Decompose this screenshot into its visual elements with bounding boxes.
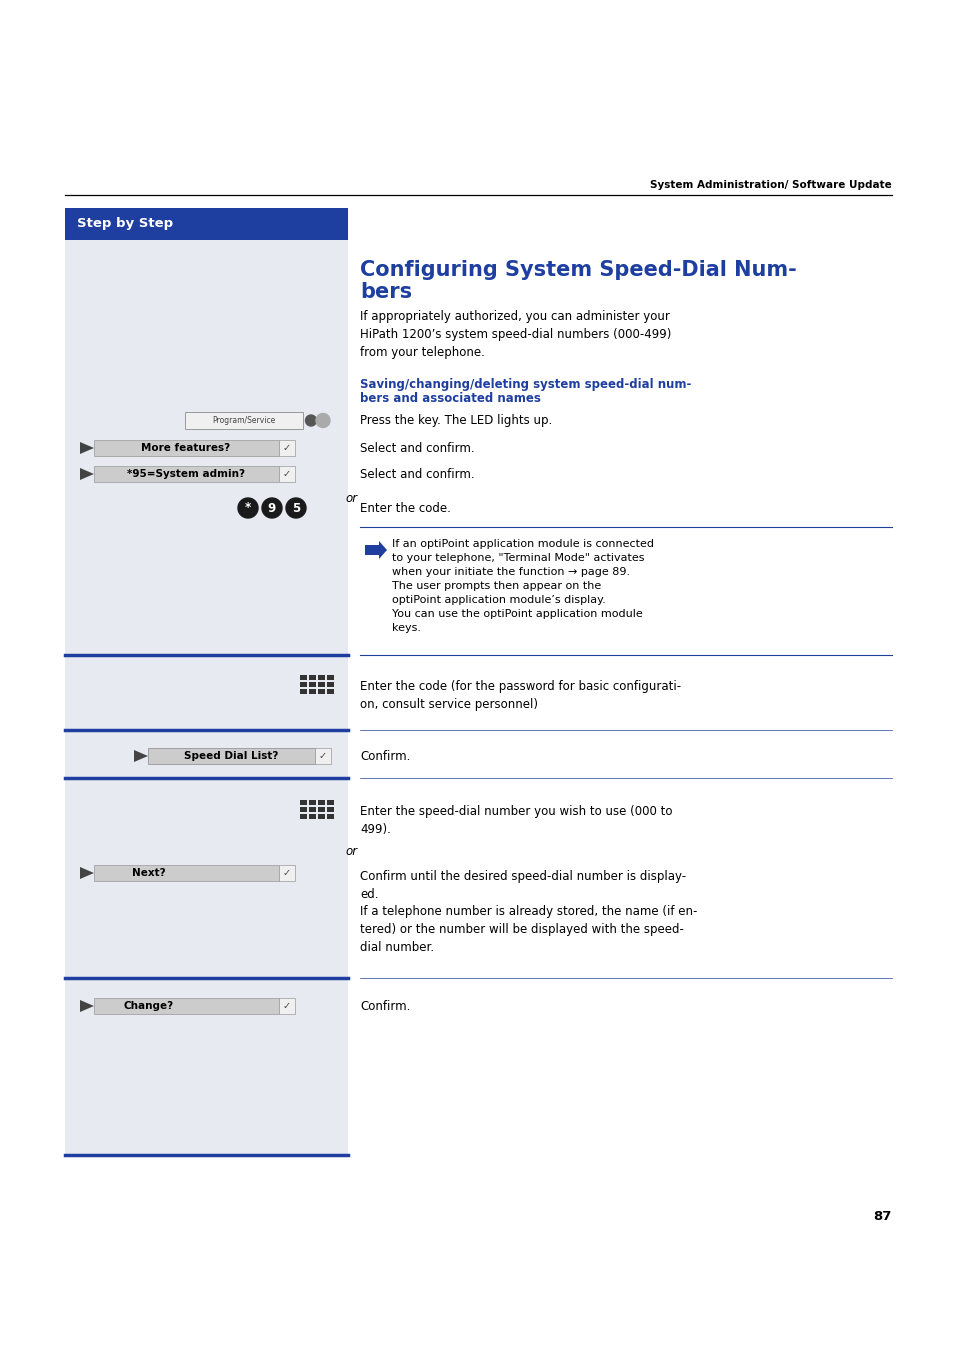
Text: Change?: Change? <box>124 1000 173 1011</box>
FancyBboxPatch shape <box>309 675 315 680</box>
FancyBboxPatch shape <box>94 466 278 482</box>
FancyBboxPatch shape <box>309 801 315 805</box>
FancyBboxPatch shape <box>327 682 334 687</box>
Text: System Administration/ Software Update: System Administration/ Software Update <box>650 180 891 190</box>
FancyBboxPatch shape <box>94 865 278 882</box>
Text: ✓: ✓ <box>283 468 291 479</box>
FancyBboxPatch shape <box>94 440 278 456</box>
FancyBboxPatch shape <box>327 814 334 819</box>
Polygon shape <box>365 541 387 559</box>
Text: Confirm until the desired speed-dial number is display-
ed.: Confirm until the desired speed-dial num… <box>359 869 685 900</box>
FancyBboxPatch shape <box>65 208 348 240</box>
Polygon shape <box>133 751 148 761</box>
FancyBboxPatch shape <box>299 814 307 819</box>
Text: 9: 9 <box>268 501 275 514</box>
Polygon shape <box>80 468 94 481</box>
Text: 87: 87 <box>873 1210 891 1223</box>
Circle shape <box>286 498 306 518</box>
FancyBboxPatch shape <box>278 440 294 456</box>
Text: or: or <box>346 845 357 859</box>
FancyBboxPatch shape <box>299 682 307 687</box>
Text: Confirm.: Confirm. <box>359 999 410 1012</box>
FancyBboxPatch shape <box>327 807 334 811</box>
Polygon shape <box>80 867 94 879</box>
Text: Speed Dial List?: Speed Dial List? <box>184 751 278 761</box>
Text: Next?: Next? <box>132 868 166 878</box>
Circle shape <box>305 414 316 427</box>
FancyBboxPatch shape <box>317 682 325 687</box>
FancyBboxPatch shape <box>317 807 325 811</box>
Text: If an optiPoint application module is connected
to your telephone, "Terminal Mod: If an optiPoint application module is co… <box>392 539 654 633</box>
Text: More features?: More features? <box>141 443 231 454</box>
FancyBboxPatch shape <box>185 412 303 429</box>
FancyBboxPatch shape <box>278 865 294 882</box>
Text: or: or <box>346 491 357 505</box>
FancyBboxPatch shape <box>317 801 325 805</box>
FancyBboxPatch shape <box>94 998 278 1014</box>
Text: Enter the speed-dial number you wish to use (000 to
499).: Enter the speed-dial number you wish to … <box>359 805 672 836</box>
Text: If a telephone number is already stored, the name (if en-
tered) or the number w: If a telephone number is already stored,… <box>359 904 697 954</box>
Text: Select and confirm.: Select and confirm. <box>359 467 475 481</box>
Polygon shape <box>80 441 94 454</box>
FancyBboxPatch shape <box>327 688 334 694</box>
FancyBboxPatch shape <box>309 682 315 687</box>
FancyBboxPatch shape <box>278 998 294 1014</box>
FancyBboxPatch shape <box>65 208 348 1156</box>
Text: ✓: ✓ <box>283 1000 291 1011</box>
Text: bers: bers <box>359 282 412 302</box>
Text: ✓: ✓ <box>283 868 291 878</box>
Polygon shape <box>80 1000 94 1012</box>
Text: ✓: ✓ <box>283 443 291 454</box>
FancyBboxPatch shape <box>309 807 315 811</box>
Text: Select and confirm.: Select and confirm. <box>359 441 475 455</box>
Text: Configuring System Speed-Dial Num-: Configuring System Speed-Dial Num- <box>359 261 796 279</box>
FancyBboxPatch shape <box>309 688 315 694</box>
Text: Enter the code.: Enter the code. <box>359 501 451 514</box>
Circle shape <box>315 413 330 428</box>
Text: Confirm.: Confirm. <box>359 749 410 763</box>
Text: 5: 5 <box>292 501 300 514</box>
Text: Enter the code (for the password for basic configurati-
on, consult service pers: Enter the code (for the password for bas… <box>359 680 680 711</box>
Text: Step by Step: Step by Step <box>77 217 172 231</box>
Text: If appropriately authorized, you can administer your
HiPath 1200’s system speed-: If appropriately authorized, you can adm… <box>359 310 671 359</box>
Polygon shape <box>370 545 374 555</box>
Circle shape <box>262 498 282 518</box>
FancyBboxPatch shape <box>327 675 334 680</box>
FancyBboxPatch shape <box>299 688 307 694</box>
Text: ✓: ✓ <box>318 751 327 761</box>
FancyBboxPatch shape <box>309 814 315 819</box>
FancyBboxPatch shape <box>148 748 314 764</box>
Circle shape <box>237 498 257 518</box>
Text: Press the key. The LED lights up.: Press the key. The LED lights up. <box>359 414 552 427</box>
Text: bers and associated names: bers and associated names <box>359 392 540 405</box>
FancyBboxPatch shape <box>317 814 325 819</box>
FancyBboxPatch shape <box>299 801 307 805</box>
FancyBboxPatch shape <box>317 688 325 694</box>
FancyBboxPatch shape <box>317 675 325 680</box>
FancyBboxPatch shape <box>314 748 331 764</box>
FancyBboxPatch shape <box>299 675 307 680</box>
Text: Program/Service: Program/Service <box>213 416 275 425</box>
Text: *95=System admin?: *95=System admin? <box>127 468 245 479</box>
FancyBboxPatch shape <box>299 807 307 811</box>
Text: *: * <box>245 501 251 514</box>
FancyBboxPatch shape <box>278 466 294 482</box>
FancyBboxPatch shape <box>327 801 334 805</box>
Text: Saving/changing/deleting system speed-dial num-: Saving/changing/deleting system speed-di… <box>359 378 691 392</box>
